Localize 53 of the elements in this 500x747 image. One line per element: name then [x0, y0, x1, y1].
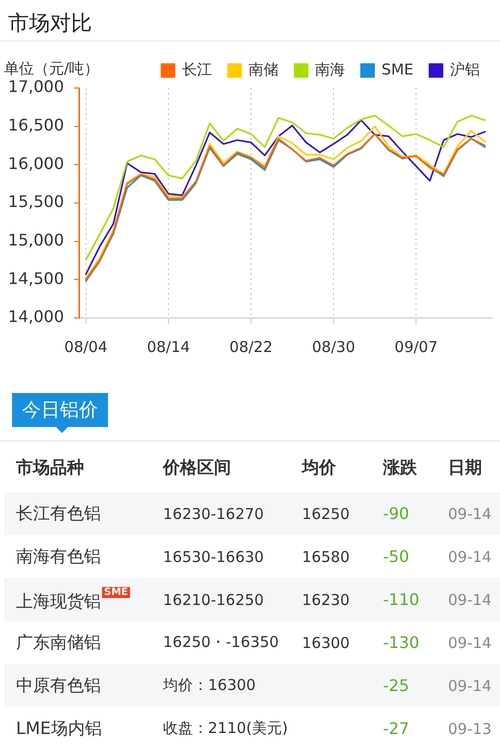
text: 09-13 [448, 720, 493, 738]
x-tick-label: 08/14 [146, 338, 190, 356]
text: 16210-16250 [163, 590, 265, 608]
text: -50 [383, 547, 410, 566]
category-label: 均价 [302, 456, 337, 478]
text: 长江有色铝 [16, 503, 102, 525]
category-label: 涨跌 [383, 456, 418, 478]
category-label: 价格区间 [163, 456, 232, 478]
legend-label: 南储 [248, 60, 279, 78]
text: 16580 [302, 548, 351, 566]
y-tick-label: 15,000 [8, 230, 64, 250]
text: 16250 [302, 504, 351, 522]
text: -110 [383, 590, 420, 609]
y-tick-label: 14,000 [8, 307, 64, 326]
text: 收盘：2110(美元) [163, 719, 289, 738]
text: 今日铝价 [12, 393, 108, 427]
x-tick-label: 09/07 [394, 338, 438, 356]
text: 16230 [302, 590, 351, 608]
y-tick-label: 16,500 [8, 115, 64, 134]
text: -90 [383, 504, 410, 523]
y-axis-title: 单位（元/吨） [4, 59, 100, 78]
text: 09-14 [448, 590, 493, 608]
text: -130 [383, 633, 420, 652]
chart-title: 市场对比 [0, 0, 500, 42]
x-tick-label: 08/30 [312, 338, 356, 356]
y-tick-label: 15,500 [8, 192, 64, 212]
legend-label: 长江 [182, 60, 212, 78]
text: -27 [383, 719, 410, 738]
text: 均价：16300 [163, 676, 257, 695]
text: 09-14 [448, 548, 493, 566]
y-tick-label: 16,000 [8, 154, 64, 173]
legend-label: 南海 [315, 60, 346, 78]
text: 上海现货铝$^{SME}$ [16, 586, 129, 612]
text: 16230-16270 [163, 504, 265, 522]
y-tick-label: 17,000 [8, 77, 64, 96]
x-tick-label: 08/22 [229, 338, 273, 356]
category-label: 日期 [448, 456, 483, 478]
legend-label: SME [382, 60, 414, 78]
text: 16530-16630 [163, 548, 265, 566]
text: 南海有色铝 [16, 546, 102, 568]
category-label: 市场品种 [16, 456, 85, 478]
x-tick-label: 08/04 [64, 338, 108, 356]
text: 09-14 [448, 676, 493, 694]
legend-label: 沪铝 [450, 60, 480, 78]
text: LME场内铝 [16, 718, 103, 740]
y-tick-label: 14,500 [8, 268, 64, 288]
text: 中原有色铝 [16, 675, 102, 697]
text: 09-14 [448, 634, 493, 652]
text: -25 [383, 676, 410, 695]
text: 16250・-16350 [163, 633, 280, 652]
text: 16300 [302, 634, 351, 652]
text: 09-14 [448, 504, 493, 522]
text: 广东南储铝 [16, 632, 102, 654]
